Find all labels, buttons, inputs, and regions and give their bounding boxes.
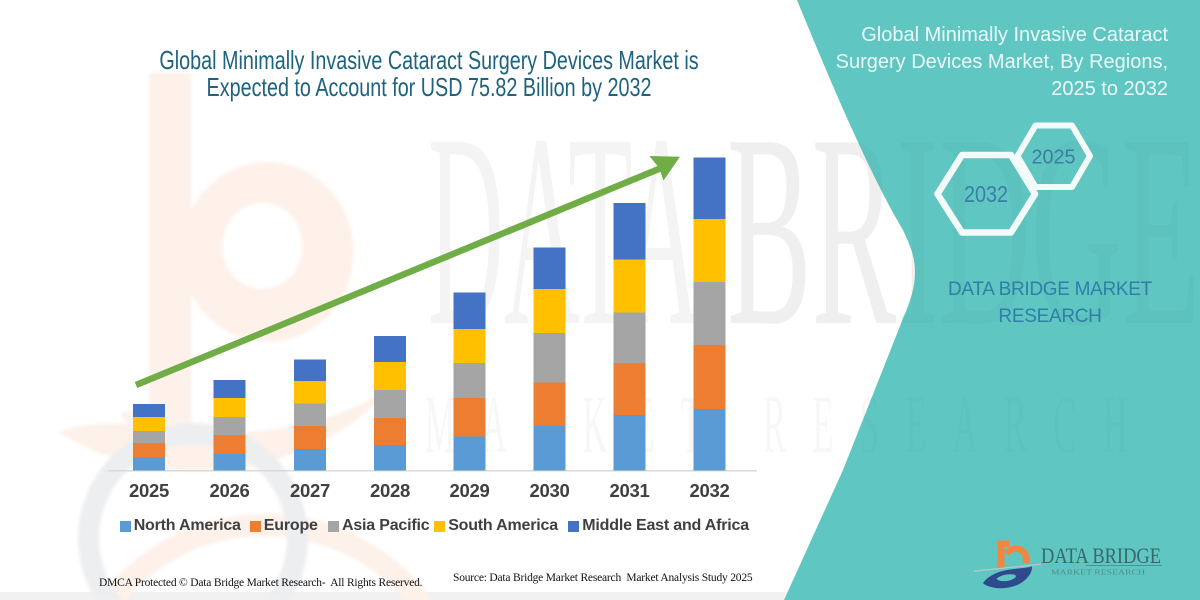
svg-text:DATA BRIDGE: DATA BRIDGE	[1041, 543, 1161, 568]
svg-text:2025: 2025	[1032, 147, 1076, 169]
svg-text:MARKET RESEARCH: MARKET RESEARCH	[1051, 569, 1145, 577]
svg-text:2032: 2032	[964, 181, 1008, 207]
